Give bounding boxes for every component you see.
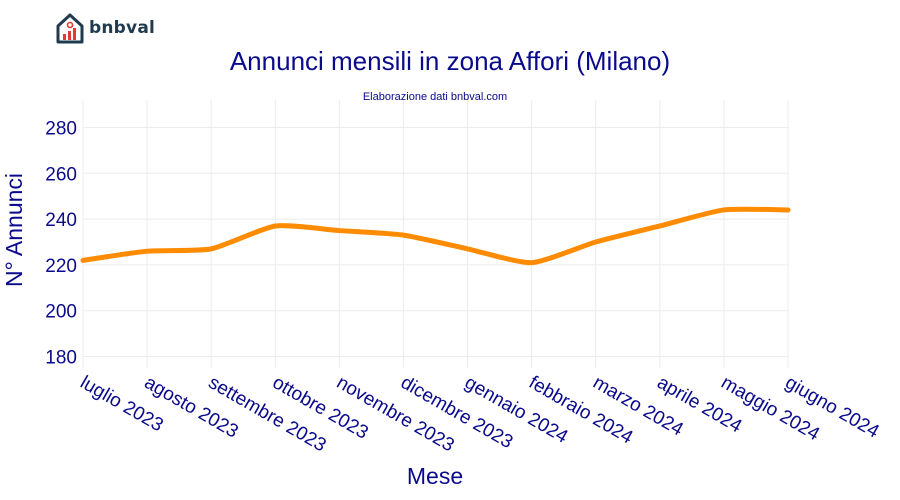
chart-subtitle: Elaborazione dati bnbval.com [363,91,507,103]
y-tick-label: 180 [45,348,77,369]
y-tick-label: 240 [45,210,77,231]
chart-title: Annunci mensili in zona Affori (Milano) [230,46,670,76]
series-line [80,206,791,266]
brand-logo: bnbval [55,12,155,44]
y-axis-label: N° Annunci [1,173,27,287]
y-tick-label: 260 [45,164,77,185]
brand-name: bnbval [89,18,156,38]
series-layer [80,206,791,266]
y-tick-label: 220 [45,256,77,277]
grid [82,100,789,368]
y-tick-label: 280 [45,118,77,139]
x-axis-label: Mese [407,463,463,489]
y-tick-label: 200 [45,302,77,323]
y-axis-ticks: 180 200 220 240 260 280 [45,118,77,368]
house-chart-icon [56,13,84,44]
